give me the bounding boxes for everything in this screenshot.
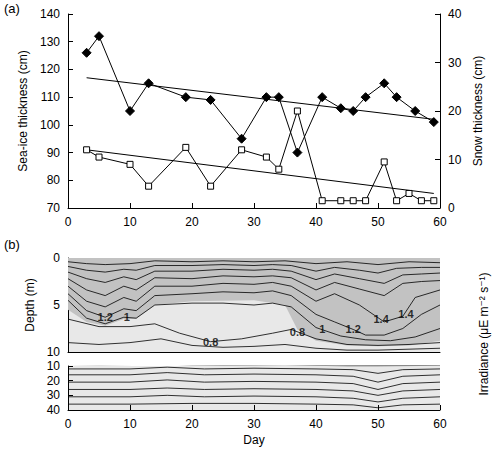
svg-text:0: 0	[448, 201, 455, 215]
svg-text:10: 10	[448, 153, 462, 167]
svg-text:30: 30	[247, 215, 261, 229]
svg-text:60: 60	[433, 417, 447, 431]
svg-text:10: 10	[47, 345, 61, 359]
svg-text:10: 10	[47, 359, 61, 373]
svg-text:10: 10	[123, 417, 137, 431]
svg-text:10: 10	[123, 215, 137, 229]
svg-text:50: 50	[371, 417, 385, 431]
svg-text:1: 1	[124, 311, 130, 323]
svg-text:1: 1	[319, 323, 325, 335]
svg-text:20: 20	[185, 417, 199, 431]
svg-text:Day: Day	[243, 433, 264, 447]
svg-text:Irradiance (μE m⁻² s⁻¹): Irradiance (μE m⁻² s⁻¹)	[477, 273, 491, 396]
svg-text:110: 110	[41, 90, 60, 104]
svg-text:50: 50	[371, 215, 385, 229]
svg-text:Snow thickness (cm): Snow thickness (cm)	[471, 56, 485, 167]
svg-text:1.2: 1.2	[98, 311, 113, 323]
svg-text:0: 0	[65, 215, 72, 229]
svg-text:80: 80	[47, 173, 61, 187]
svg-text:Depth (m): Depth (m)	[23, 278, 37, 331]
svg-text:(a): (a)	[4, 1, 20, 16]
svg-text:130: 130	[40, 35, 60, 49]
svg-text:40: 40	[47, 403, 61, 417]
svg-text:1.2: 1.2	[346, 323, 361, 335]
svg-text:60: 60	[433, 215, 447, 229]
svg-text:40: 40	[309, 215, 323, 229]
svg-text:140: 140	[40, 7, 60, 21]
svg-text:0: 0	[53, 251, 60, 265]
svg-text:100: 100	[40, 118, 60, 132]
svg-text:1.4: 1.4	[398, 308, 414, 320]
svg-text:20: 20	[185, 215, 199, 229]
svg-text:40: 40	[448, 7, 462, 21]
svg-text:90: 90	[47, 146, 61, 160]
svg-text:1.4: 1.4	[373, 313, 389, 325]
svg-text:30: 30	[247, 417, 261, 431]
svg-text:5: 5	[53, 298, 60, 312]
svg-text:Sea-ice thickness (cm): Sea-ice thickness (cm)	[16, 50, 30, 171]
svg-text:30: 30	[448, 56, 462, 70]
svg-text:40: 40	[309, 417, 323, 431]
svg-text:0.8: 0.8	[203, 336, 218, 348]
svg-text:(b): (b)	[4, 237, 20, 252]
svg-text:70: 70	[47, 201, 61, 215]
svg-text:30: 30	[47, 388, 61, 402]
svg-text:20: 20	[448, 104, 462, 118]
svg-text:20: 20	[47, 374, 61, 388]
svg-text:0.8: 0.8	[290, 326, 305, 338]
svg-text:0: 0	[65, 417, 72, 431]
svg-text:120: 120	[40, 62, 60, 76]
